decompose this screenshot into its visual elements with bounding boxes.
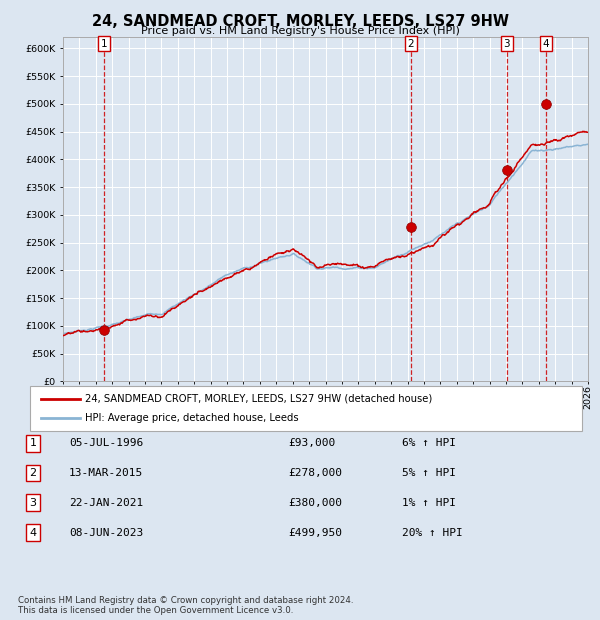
Text: 6% ↑ HPI: 6% ↑ HPI — [402, 438, 456, 448]
Text: 20% ↑ HPI: 20% ↑ HPI — [402, 528, 463, 538]
Text: £380,000: £380,000 — [288, 498, 342, 508]
FancyBboxPatch shape — [30, 386, 582, 431]
Text: 13-MAR-2015: 13-MAR-2015 — [69, 468, 143, 478]
Text: Contains HM Land Registry data © Crown copyright and database right 2024.
This d: Contains HM Land Registry data © Crown c… — [18, 596, 353, 615]
Text: 05-JUL-1996: 05-JUL-1996 — [69, 438, 143, 448]
Text: 3: 3 — [29, 498, 37, 508]
Text: 3: 3 — [503, 39, 510, 49]
Text: 24, SANDMEAD CROFT, MORLEY, LEEDS, LS27 9HW: 24, SANDMEAD CROFT, MORLEY, LEEDS, LS27 … — [91, 14, 509, 29]
Text: 1% ↑ HPI: 1% ↑ HPI — [402, 498, 456, 508]
Text: 08-JUN-2023: 08-JUN-2023 — [69, 528, 143, 538]
Text: 1: 1 — [29, 438, 37, 448]
Text: 4: 4 — [29, 528, 37, 538]
Text: 1: 1 — [101, 39, 107, 49]
Text: £278,000: £278,000 — [288, 468, 342, 478]
Text: 5% ↑ HPI: 5% ↑ HPI — [402, 468, 456, 478]
Text: HPI: Average price, detached house, Leeds: HPI: Average price, detached house, Leed… — [85, 414, 299, 423]
Text: 2: 2 — [29, 468, 37, 478]
Text: 2: 2 — [407, 39, 414, 49]
Text: £499,950: £499,950 — [288, 528, 342, 538]
Text: 4: 4 — [542, 39, 550, 49]
Text: Price paid vs. HM Land Registry's House Price Index (HPI): Price paid vs. HM Land Registry's House … — [140, 26, 460, 36]
Text: 24, SANDMEAD CROFT, MORLEY, LEEDS, LS27 9HW (detached house): 24, SANDMEAD CROFT, MORLEY, LEEDS, LS27 … — [85, 394, 433, 404]
Text: 22-JAN-2021: 22-JAN-2021 — [69, 498, 143, 508]
Text: £93,000: £93,000 — [288, 438, 335, 448]
